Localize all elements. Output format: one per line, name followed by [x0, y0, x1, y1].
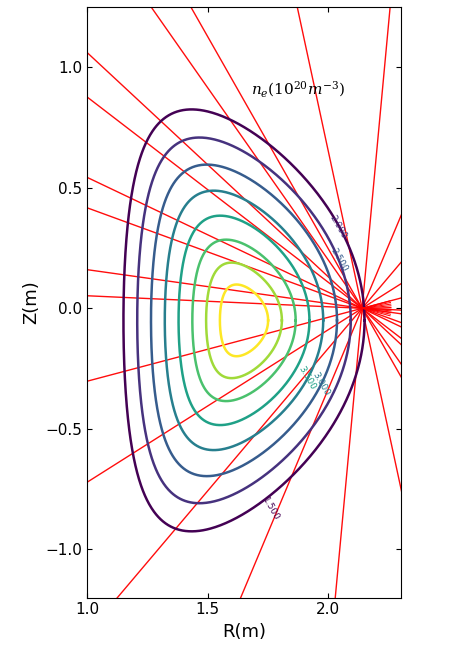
- X-axis label: R(m): R(m): [222, 623, 266, 641]
- Text: 1.500: 1.500: [260, 496, 281, 522]
- Text: 3.000: 3.000: [311, 370, 331, 397]
- Y-axis label: Z(m): Z(m): [22, 281, 40, 324]
- Text: $n_e(10^{20}m^{-3})$: $n_e(10^{20}m^{-3})$: [251, 79, 345, 99]
- Text: 3.500: 3.500: [296, 365, 317, 392]
- Text: 2.000: 2.000: [328, 213, 348, 240]
- Text: 2.500: 2.500: [328, 246, 349, 273]
